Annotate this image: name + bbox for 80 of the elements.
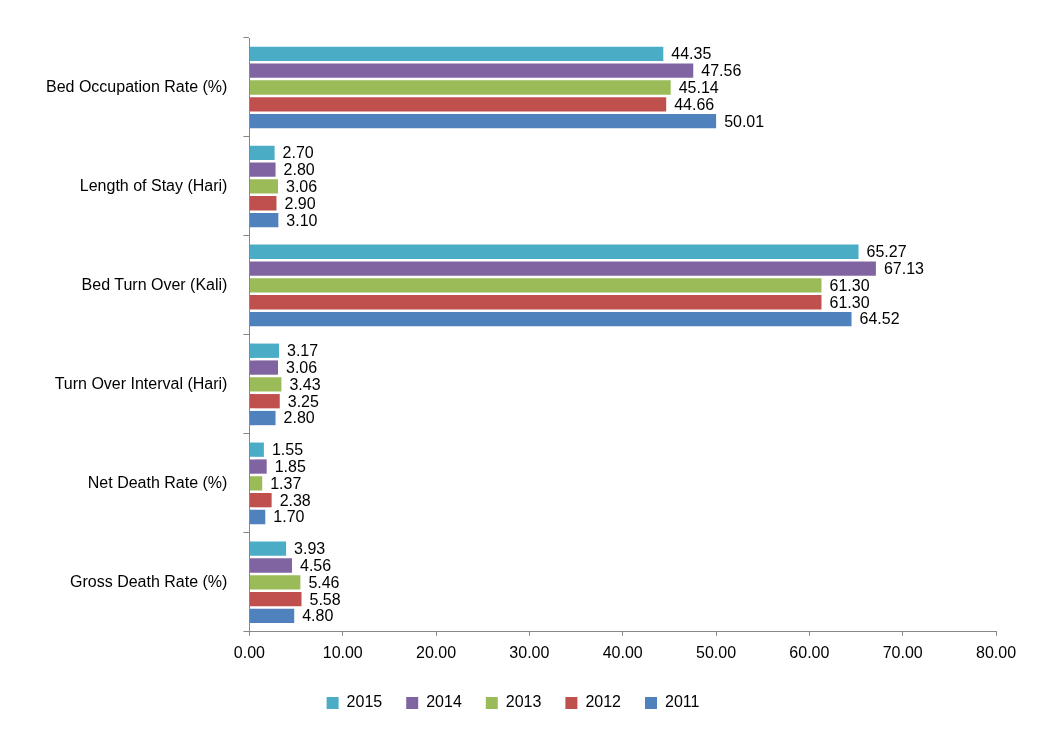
data-label: 3.06	[285, 358, 318, 376]
bar	[249, 360, 278, 375]
bar	[249, 394, 280, 409]
data-label: 3.93	[294, 540, 326, 558]
bar	[249, 145, 275, 160]
x-tick-label: 30.00	[509, 643, 550, 661]
data-label: 3.10	[286, 211, 318, 229]
data-label: 1.70	[273, 508, 305, 526]
bar	[249, 442, 264, 457]
data-label: 3.25	[287, 392, 319, 410]
bar	[249, 80, 671, 95]
bar	[249, 261, 876, 276]
legend-label: 2015	[346, 693, 383, 711]
y-tick-label: Net Death Rate (%)	[87, 473, 228, 491]
x-tick-label: 40.00	[602, 643, 643, 661]
legend-label: 2014	[426, 693, 462, 711]
data-label: 4.80	[302, 607, 334, 625]
y-tick-label: Bed Turn Over (Kali)	[81, 275, 228, 293]
bar	[249, 212, 279, 228]
data-label: 1.85	[274, 457, 306, 475]
legend-label: 2012	[585, 693, 622, 711]
bar	[249, 97, 667, 112]
bar	[249, 608, 295, 624]
bar	[249, 162, 276, 177]
bar	[249, 295, 822, 310]
bar	[249, 509, 266, 525]
data-label: 64.52	[859, 310, 900, 328]
bar	[249, 311, 852, 327]
y-tick-label: Length of Stay (Hari)	[79, 176, 228, 194]
bar	[249, 575, 301, 590]
y-tick-label: Bed Occupation Rate (%)	[46, 77, 228, 95]
data-label: 50.01	[724, 112, 765, 130]
data-label: 61.30	[829, 293, 870, 311]
data-label: 3.43	[289, 375, 321, 393]
x-tick-label: 20.00	[416, 643, 457, 661]
x-tick-label: 70.00	[882, 643, 923, 661]
data-label: 3.06	[285, 177, 318, 195]
y-tick-label: Gross Death Rate (%)	[70, 572, 228, 590]
bar	[249, 476, 263, 491]
bar	[249, 63, 694, 78]
bar	[249, 343, 280, 358]
data-label: 65.27	[866, 243, 907, 261]
x-tick-label: 60.00	[789, 643, 830, 661]
x-tick-label: 50.00	[696, 643, 737, 661]
data-label: 61.30	[829, 276, 870, 294]
bar	[249, 113, 717, 129]
data-label: 1.37	[270, 474, 302, 492]
data-label: 44.66	[674, 95, 715, 113]
bar	[249, 493, 272, 508]
data-label: 2.80	[283, 161, 315, 179]
data-label: 4.56	[299, 556, 332, 574]
bar	[249, 196, 277, 211]
y-tick-label: Turn Over Interval (Hari)	[54, 374, 228, 392]
data-label: 1.55	[271, 441, 304, 459]
bar	[249, 541, 287, 556]
legend-label: 2011	[664, 693, 700, 711]
data-label: 2.80	[283, 409, 315, 427]
data-label: 3.17	[287, 342, 319, 360]
data-label: 5.58	[309, 590, 341, 608]
bar	[249, 46, 664, 61]
data-label: 5.46	[308, 573, 340, 591]
bar	[249, 278, 822, 293]
data-label: 2.90	[284, 194, 316, 212]
bar	[249, 244, 859, 259]
bar	[249, 459, 267, 474]
bar	[249, 179, 278, 194]
data-label: 47.56	[701, 62, 742, 80]
bar	[249, 377, 282, 392]
data-label: 67.13	[883, 260, 925, 277]
x-tick-label: 80.00	[975, 643, 1017, 661]
x-tick-label: 0.00	[233, 643, 266, 661]
data-label: 44.35	[671, 45, 712, 63]
bar	[249, 591, 302, 607]
x-tick-label: 10.00	[322, 643, 363, 661]
data-label: 45.14	[678, 78, 719, 96]
bar	[249, 410, 276, 426]
legend-label: 2013	[505, 693, 542, 711]
data-label: 2.38	[279, 491, 311, 509]
data-label: 2.70	[282, 144, 314, 162]
bar	[249, 558, 292, 573]
